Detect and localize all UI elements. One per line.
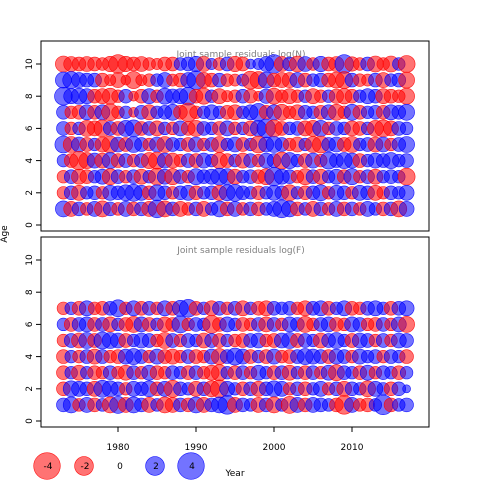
x-tick-label: 2000 — [263, 443, 286, 453]
y-tick-label: 0 — [25, 418, 35, 424]
x-tick-label: 1980 — [107, 443, 130, 453]
residual-bubble — [398, 185, 415, 201]
residual-bubble — [399, 333, 414, 348]
panel-f-frame — [40, 236, 430, 428]
legend-bubble — [74, 456, 94, 476]
legend-label: 4 — [189, 462, 195, 472]
x-tick-label: 1990 — [185, 443, 208, 453]
residual-bubble — [398, 316, 415, 333]
legend-bubble — [33, 452, 61, 480]
residual-bubble — [398, 136, 415, 153]
residual-bubble — [400, 121, 414, 135]
y-tick-label: 2 — [25, 386, 35, 392]
residual-bubble — [399, 153, 414, 168]
x-axis-title: Year — [224, 469, 244, 479]
panel-f: Joint sample residuals log(F) 0 2 4 6 8 10 — [25, 236, 430, 428]
y-tick-label: 0 — [25, 222, 35, 228]
panel-n: Joint sample residuals log(N) 0 2 4 6 8 10 — [25, 40, 430, 232]
y-tick-label: 10 — [25, 58, 35, 70]
residual-bubble — [398, 201, 415, 217]
residual-bubble — [397, 167, 416, 186]
y-tick-label: 6 — [25, 125, 35, 131]
panel-n-frame — [40, 40, 430, 232]
residual-bubble — [402, 384, 411, 394]
y-tick-label: 8 — [25, 93, 35, 99]
y-tick-label: 4 — [25, 353, 35, 359]
panel-f-title: Joint sample residuals log(F) — [176, 246, 304, 256]
residual-bubble — [397, 55, 416, 73]
y-tick-label: 4 — [25, 157, 35, 163]
legend-label: -2 — [81, 462, 90, 472]
legend-bubble — [145, 456, 165, 476]
residual-bubble — [400, 366, 414, 380]
panel-n-title: Joint sample residuals log(N) — [175, 50, 305, 60]
y-axis-title: Age — [0, 225, 10, 243]
residual-bubble — [398, 104, 415, 121]
panel-n-bubbles — [54, 54, 416, 219]
panel-n-y-axis: 0 2 4 6 8 10 — [25, 58, 41, 228]
y-tick-label: 10 — [25, 254, 35, 266]
legend-label: 0 — [117, 462, 123, 472]
residual-bubble — [398, 71, 415, 89]
legend-label: -4 — [44, 462, 53, 472]
legend-bubble — [177, 452, 205, 480]
y-tick-label: 6 — [25, 321, 35, 327]
residual-bubble — [398, 87, 415, 105]
legend: -4 -2 0 2 4 — [33, 452, 205, 480]
panel-f-y-axis: 0 2 4 6 8 10 — [25, 254, 41, 424]
residual-bubble — [399, 397, 414, 413]
y-tick-label: 8 — [25, 289, 35, 295]
panel-f-bubbles — [56, 299, 415, 416]
legend-label: 2 — [153, 462, 159, 472]
x-axis: 1980 1990 2000 2010 — [107, 427, 364, 453]
y-tick-label: 2 — [25, 190, 35, 196]
residual-bubble — [399, 349, 414, 364]
x-tick-label: 2010 — [341, 443, 364, 453]
residual-bubble — [398, 300, 415, 317]
